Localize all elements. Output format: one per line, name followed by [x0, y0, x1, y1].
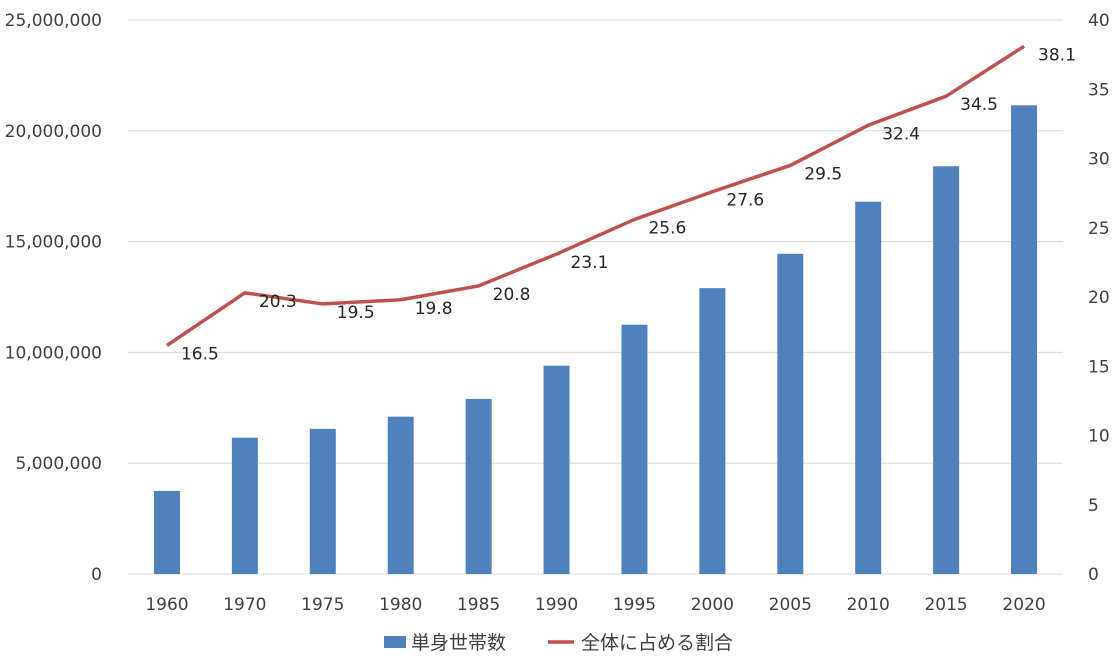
data-label: 20.3 [259, 292, 297, 312]
data-label: 23.1 [571, 253, 609, 273]
y-tick-label: 5,000,000 [15, 454, 102, 474]
legend-label-line: 全体に占める割合 [581, 632, 733, 654]
y-tick-label: 25,000,000 [5, 11, 102, 31]
data-label: 29.5 [804, 164, 842, 184]
y2-tick-label: 40 [1088, 11, 1110, 31]
data-label: 25.6 [648, 218, 686, 238]
x-tick-label: 2010 [847, 595, 890, 615]
data-label: 19.8 [415, 299, 453, 319]
y-tick-label: 15,000,000 [5, 233, 102, 253]
y-tick-label: 0 [91, 565, 102, 585]
data-label: 38.1 [1038, 45, 1076, 65]
data-label: 20.8 [493, 285, 531, 305]
series-line [165, 44, 1025, 347]
legend-swatch-bars [384, 636, 406, 648]
y2-tick-label: 15 [1088, 357, 1110, 377]
y2-tick-label: 30 [1088, 150, 1110, 170]
y2-tick-label: 25 [1088, 219, 1110, 239]
x-tick-label: 1990 [535, 595, 578, 615]
bar [777, 253, 804, 574]
x-tick-label: 1975 [301, 595, 344, 615]
data-label: 34.5 [960, 95, 998, 115]
x-tick-label: 2000 [691, 595, 734, 615]
y2-tick-label: 0 [1088, 565, 1099, 585]
x-tick-label: 1995 [613, 595, 656, 615]
x-tick-label: 1985 [457, 595, 500, 615]
data-label: 19.5 [337, 303, 375, 323]
bar [543, 365, 570, 574]
bar [621, 324, 648, 574]
bar [231, 437, 258, 574]
data-label: 32.4 [882, 124, 920, 144]
x-tick-label: 2020 [1002, 595, 1045, 615]
bar [465, 398, 492, 574]
y-tick-label: 20,000,000 [5, 122, 102, 142]
y2-tick-label: 35 [1088, 80, 1110, 100]
bar [1011, 105, 1038, 574]
y2-tick-label: 5 [1088, 496, 1099, 516]
bar [153, 490, 180, 574]
x-tick-label: 2015 [924, 595, 967, 615]
x-tick-label: 1980 [379, 595, 422, 615]
y-tick-label: 10,000,000 [5, 343, 102, 363]
bar [933, 166, 960, 575]
bar [699, 288, 726, 574]
bar [309, 428, 336, 574]
data-label: 27.6 [726, 191, 764, 211]
x-tick-label: 1970 [223, 595, 266, 615]
y2-tick-label: 10 [1088, 427, 1110, 447]
bar [855, 201, 882, 574]
data-label: 16.5 [181, 344, 219, 364]
y2-tick-label: 20 [1088, 288, 1110, 308]
x-tick-label: 1960 [145, 595, 188, 615]
legend-label-bars: 単身世帯数 [411, 632, 506, 654]
bar [387, 416, 414, 574]
x-tick-label: 2005 [769, 595, 812, 615]
